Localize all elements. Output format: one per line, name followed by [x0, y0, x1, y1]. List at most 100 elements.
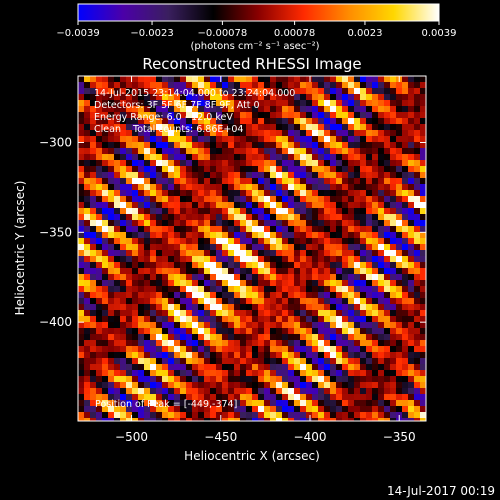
heatmap-pixel — [144, 316, 151, 323]
heatmap-pixel — [276, 238, 283, 245]
heatmap-pixel — [318, 94, 325, 101]
heatmap-pixel — [312, 178, 319, 185]
heatmap-pixel — [102, 94, 109, 101]
heatmap-pixel — [102, 226, 109, 233]
heatmap-pixel — [276, 382, 283, 389]
heatmap-pixel — [402, 262, 409, 269]
heatmap-pixel — [210, 184, 217, 191]
heatmap-pixel — [384, 370, 391, 377]
heatmap-pixel — [174, 232, 181, 239]
heatmap-pixel — [246, 118, 253, 125]
heatmap-pixel — [288, 196, 295, 203]
heatmap-pixel — [288, 184, 295, 191]
heatmap-pixel — [222, 202, 229, 209]
heatmap-pixel — [384, 274, 391, 281]
heatmap-pixel — [132, 340, 139, 347]
heatmap-pixel — [228, 418, 235, 421]
heatmap-pixel — [258, 298, 265, 305]
heatmap-pixel — [90, 220, 97, 227]
heatmap-pixel — [132, 394, 139, 401]
heatmap-pixel — [126, 352, 133, 359]
heatmap-pixel — [96, 388, 103, 395]
heatmap-pixel — [342, 358, 349, 365]
heatmap-pixel — [174, 136, 181, 143]
heatmap-pixel — [252, 106, 259, 113]
heatmap-pixel — [180, 250, 187, 257]
heatmap-pixel — [108, 190, 115, 197]
heatmap-pixel — [144, 358, 151, 365]
heatmap-pixel — [288, 220, 295, 227]
heatmap-pixel — [366, 226, 373, 233]
heatmap-pixel — [276, 172, 283, 179]
heatmap-pixel — [246, 184, 253, 191]
heatmap-pixel — [306, 268, 313, 275]
heatmap-pixel — [318, 76, 325, 83]
heatmap-pixel — [384, 412, 391, 419]
heatmap-pixel — [366, 358, 373, 365]
heatmap-pixel — [342, 160, 349, 167]
heatmap-pixel — [390, 226, 397, 233]
heatmap-pixel — [258, 292, 265, 299]
heatmap-pixel — [336, 226, 343, 233]
heatmap-pixel — [174, 196, 181, 203]
heatmap-pixel — [366, 130, 373, 137]
heatmap-pixel — [288, 352, 295, 359]
heatmap-pixel — [180, 166, 187, 173]
heatmap-pixel — [156, 130, 163, 137]
heatmap-pixel — [276, 142, 283, 149]
heatmap-pixel — [402, 106, 409, 113]
heatmap-pixel — [282, 400, 289, 407]
heatmap-pixel — [192, 238, 199, 245]
heatmap-pixel — [402, 238, 409, 245]
heatmap-pixel — [84, 328, 91, 335]
heatmap-pixel — [306, 196, 313, 203]
heatmap-pixel — [366, 418, 373, 421]
heatmap-pixel — [276, 340, 283, 347]
heatmap-pixel — [108, 370, 115, 377]
heatmap-pixel — [114, 322, 121, 329]
heatmap-pixel — [192, 346, 199, 353]
y-tick-label: −400 — [39, 315, 72, 329]
heatmap-pixel — [318, 214, 325, 221]
heatmap-pixel — [402, 130, 409, 137]
heatmap-pixel — [342, 214, 349, 221]
heatmap-pixel — [150, 406, 157, 413]
heatmap-pixel — [324, 376, 331, 383]
heatmap-pixel — [138, 364, 145, 371]
heatmap-pixel — [204, 82, 211, 89]
heatmap-pixel — [336, 262, 343, 269]
heatmap-pixel — [396, 256, 403, 263]
heatmap-pixel — [120, 394, 127, 401]
heatmap-pixel — [264, 376, 271, 383]
heatmap-pixel — [204, 256, 211, 263]
heatmap-pixel — [162, 376, 169, 383]
heatmap-pixel — [216, 304, 223, 311]
heatmap-pixel — [390, 256, 397, 263]
heatmap-pixel — [78, 184, 85, 191]
heatmap-pixel — [246, 76, 253, 83]
heatmap-pixel — [294, 412, 301, 419]
heatmap-pixel — [204, 190, 211, 197]
heatmap-pixel — [354, 322, 361, 329]
heatmap-pixel — [348, 262, 355, 269]
heatmap-pixel — [246, 340, 253, 347]
heatmap-pixel — [108, 358, 115, 365]
heatmap-pixel — [348, 202, 355, 209]
heatmap-pixel — [396, 154, 403, 161]
heatmap-pixel — [180, 310, 187, 317]
heatmap-pixel — [282, 250, 289, 257]
heatmap-pixel — [90, 112, 97, 119]
heatmap-pixel — [144, 160, 151, 167]
heatmap-pixel — [102, 178, 109, 185]
heatmap-pixel — [336, 148, 343, 155]
heatmap-pixel — [246, 202, 253, 209]
heatmap-pixel — [366, 382, 373, 389]
heatmap-pixel — [336, 406, 343, 413]
heatmap-pixel — [294, 268, 301, 275]
heatmap-pixel — [240, 118, 247, 125]
heatmap-pixel — [138, 76, 145, 83]
heatmap-pixel — [132, 100, 139, 107]
heatmap-pixel — [144, 388, 151, 395]
heatmap-pixel — [228, 364, 235, 371]
heatmap-pixel — [144, 346, 151, 353]
